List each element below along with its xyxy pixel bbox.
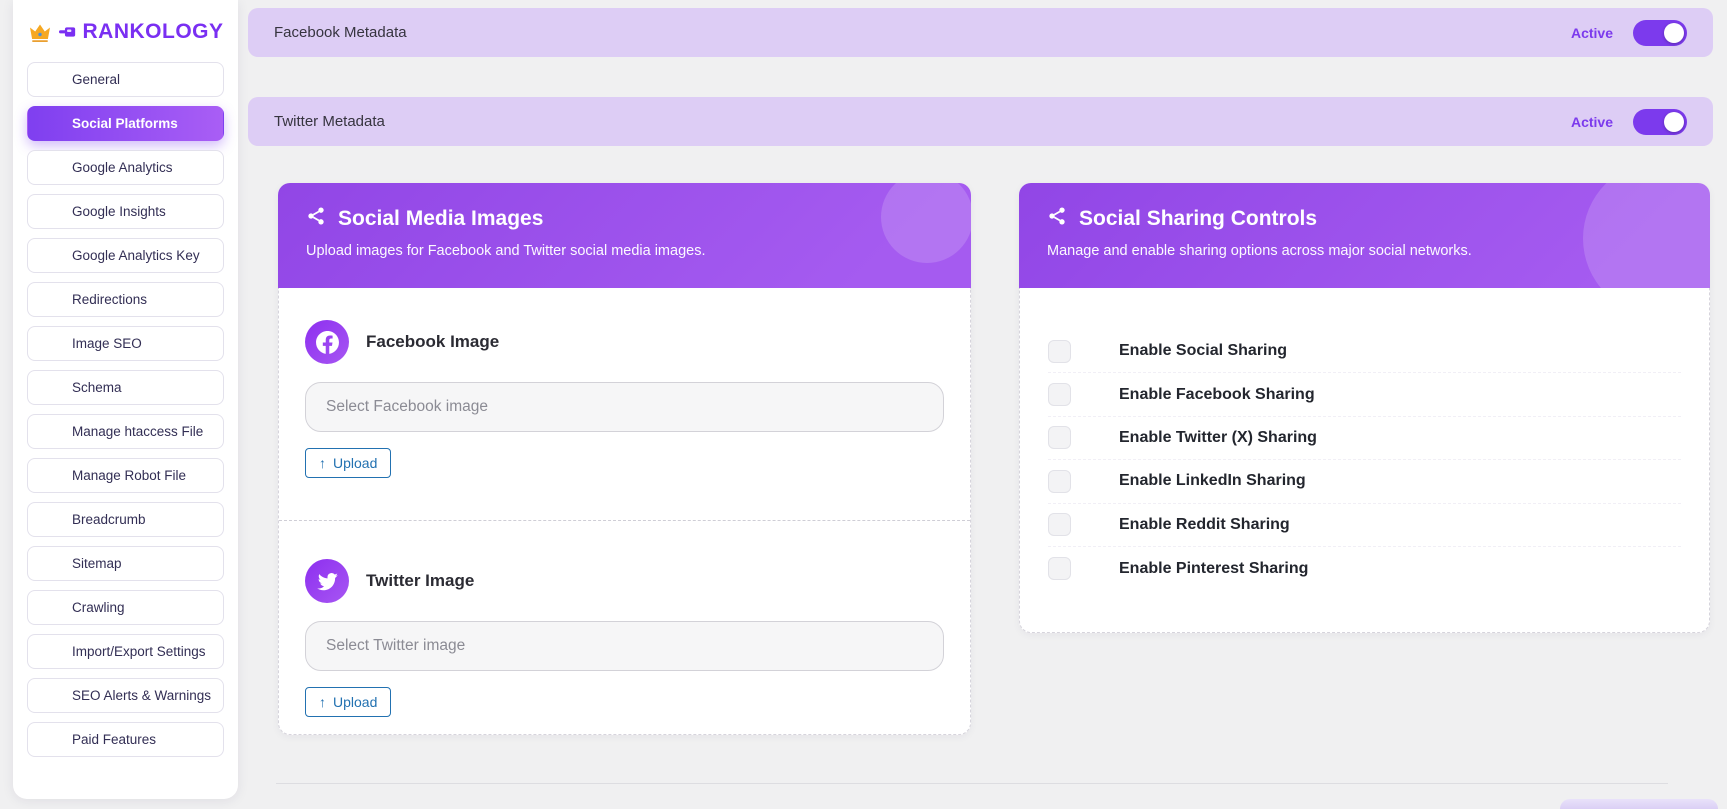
share-option-pinterest: Enable Pinterest Sharing [1048, 547, 1681, 590]
share-option-label: Enable Social Sharing [1119, 342, 1288, 360]
bottom-divider [276, 783, 1668, 784]
checkbox-linkedin[interactable] [1048, 469, 1071, 493]
sidebar-item-label: Redirections [72, 292, 148, 307]
checkbox-reddit[interactable] [1048, 513, 1071, 537]
sidebar-item-image-seo[interactable]: Image SEO [27, 326, 224, 361]
card-subtitle: Manage and enable sharing options across… [1047, 243, 1472, 259]
checkbox-facebook[interactable] [1048, 383, 1071, 407]
social-sharing-controls-card: Social Sharing Controls Manage and enabl… [1019, 183, 1710, 633]
sidebar-item-paid-features[interactable]: Paid Features [27, 722, 224, 757]
arrow-up-icon: ↑ [319, 694, 326, 710]
checkbox-twitter-x[interactable] [1048, 426, 1071, 450]
sidebar-item-label: Import/Export Settings [72, 644, 206, 659]
sidebar-item-label: Google Analytics Key [72, 248, 200, 263]
card-body: Facebook Image ↑ Upload Twitter Image ↑ … [278, 288, 971, 735]
status-badge: Active [1570, 24, 1613, 41]
share-icon [1047, 206, 1067, 232]
upload-button-label: Upload [333, 694, 378, 710]
decorative-circle [1583, 183, 1710, 288]
share-option-facebook: Enable Facebook Sharing [1048, 373, 1681, 417]
twitter-icon [305, 559, 349, 603]
main-content: Facebook Metadata Active Twitter Metadat… [248, 0, 1718, 809]
pointer-hand-icon [58, 26, 76, 38]
sidebar-item-label: Google Insights [72, 204, 166, 219]
card-title: Social Media Images [338, 207, 544, 230]
facebook-metadata-label: Facebook Metadata [274, 24, 407, 41]
status-badge: Active [1570, 113, 1613, 130]
share-icon [306, 206, 326, 232]
sidebar-item-label: Breadcrumb [72, 512, 146, 527]
sidebar-item-manage-robot-file[interactable]: Manage Robot File [27, 458, 224, 493]
social-media-images-card: Social Media Images Upload images for Fa… [278, 183, 971, 735]
share-option-label: Enable Twitter (X) Sharing [1119, 428, 1317, 446]
checkbox-pinterest[interactable] [1048, 557, 1071, 581]
card-header: Social Sharing Controls Manage and enabl… [1019, 183, 1710, 288]
sidebar-item-label: Paid Features [72, 732, 157, 747]
section-divider [279, 520, 970, 521]
sidebar-item-social-platforms[interactable]: Social Platforms [27, 106, 224, 141]
sidebar-item-import-export-settings[interactable]: Import/Export Settings [27, 634, 224, 669]
sidebar-item-label: Google Analytics [72, 160, 173, 175]
checkbox-social[interactable] [1048, 339, 1071, 363]
save-button-partial[interactable] [1560, 799, 1718, 809]
share-option-social: Enable Social Sharing [1048, 330, 1681, 374]
toggle-knob [1664, 111, 1684, 132]
facebook-image-title: Facebook Image [366, 332, 500, 351]
share-option-reddit: Enable Reddit Sharing [1048, 504, 1681, 547]
share-option-label: Enable Pinterest Sharing [1119, 559, 1309, 577]
sidebar-item-sitemap[interactable]: Sitemap [27, 546, 224, 581]
facebook-metadata-toggle[interactable] [1633, 19, 1687, 46]
sidebar-item-label: Social Platforms [72, 116, 178, 131]
sidebar-item-schema[interactable]: Schema [27, 370, 224, 405]
sidebar-item-label: SEO Alerts & Warnings [72, 688, 212, 703]
sidebar-item-manage-htaccess-file[interactable]: Manage htaccess File [27, 414, 224, 449]
crown-logo-icon [28, 22, 52, 42]
sidebar-item-general[interactable]: General [27, 62, 224, 97]
sidebar-nav: General Social Platforms Google Analytic… [27, 62, 224, 757]
sidebar-item-redirections[interactable]: Redirections [27, 282, 224, 317]
twitter-image-input[interactable] [305, 621, 944, 671]
twitter-metadata-toggle[interactable] [1633, 108, 1687, 135]
twitter-metadata-label: Twitter Metadata [274, 113, 385, 130]
sidebar-item-label: Sitemap [72, 556, 122, 571]
toggle-knob [1664, 22, 1684, 43]
facebook-icon [305, 320, 349, 364]
upload-button-label: Upload [333, 455, 378, 471]
sidebar-item-label: Manage htaccess File [72, 424, 204, 439]
sidebar-item-crawling[interactable]: Crawling [27, 590, 224, 625]
sidebar-item-seo-alerts-warnings[interactable]: SEO Alerts & Warnings [27, 678, 224, 713]
share-option-label: Enable Reddit Sharing [1119, 515, 1290, 533]
facebook-metadata-bar: Facebook Metadata Active [248, 8, 1713, 57]
sidebar-item-label: Crawling [72, 600, 125, 615]
twitter-upload-button[interactable]: ↑ Upload [305, 687, 392, 717]
share-option-linkedin: Enable LinkedIn Sharing [1048, 460, 1681, 504]
share-option-label: Enable Facebook Sharing [1119, 385, 1315, 403]
sidebar-item-label: Manage Robot File [72, 468, 187, 483]
card-subtitle: Upload images for Facebook and Twitter s… [306, 243, 706, 259]
sidebar: RANKOLOGY General Social Platforms Googl… [13, 0, 238, 799]
card-header: Social Media Images Upload images for Fa… [278, 183, 971, 288]
sidebar-item-label: General [72, 72, 121, 87]
arrow-up-icon: ↑ [319, 455, 326, 471]
sidebar-item-label: Image SEO [72, 336, 142, 351]
sidebar-item-google-analytics[interactable]: Google Analytics [27, 150, 224, 185]
sidebar-item-breadcrumb[interactable]: Breadcrumb [27, 502, 224, 537]
brand-name: RANKOLOGY [82, 20, 224, 43]
facebook-image-input[interactable] [305, 382, 944, 432]
twitter-image-title: Twitter Image [366, 571, 475, 590]
sharing-options-list: Enable Social Sharing Enable Facebook Sh… [1019, 288, 1710, 633]
facebook-upload-button[interactable]: ↑ Upload [305, 448, 392, 478]
brand-logo: RANKOLOGY [27, 14, 224, 62]
sidebar-item-google-insights[interactable]: Google Insights [27, 194, 224, 229]
share-option-twitter-x: Enable Twitter (X) Sharing [1048, 417, 1681, 461]
sidebar-item-label: Schema [72, 380, 122, 395]
twitter-metadata-bar: Twitter Metadata Active [248, 97, 1713, 146]
share-option-label: Enable LinkedIn Sharing [1119, 472, 1306, 490]
decorative-circle [881, 183, 971, 263]
sidebar-item-google-analytics-key[interactable]: Google Analytics Key [27, 238, 224, 273]
card-title: Social Sharing Controls [1079, 207, 1318, 230]
